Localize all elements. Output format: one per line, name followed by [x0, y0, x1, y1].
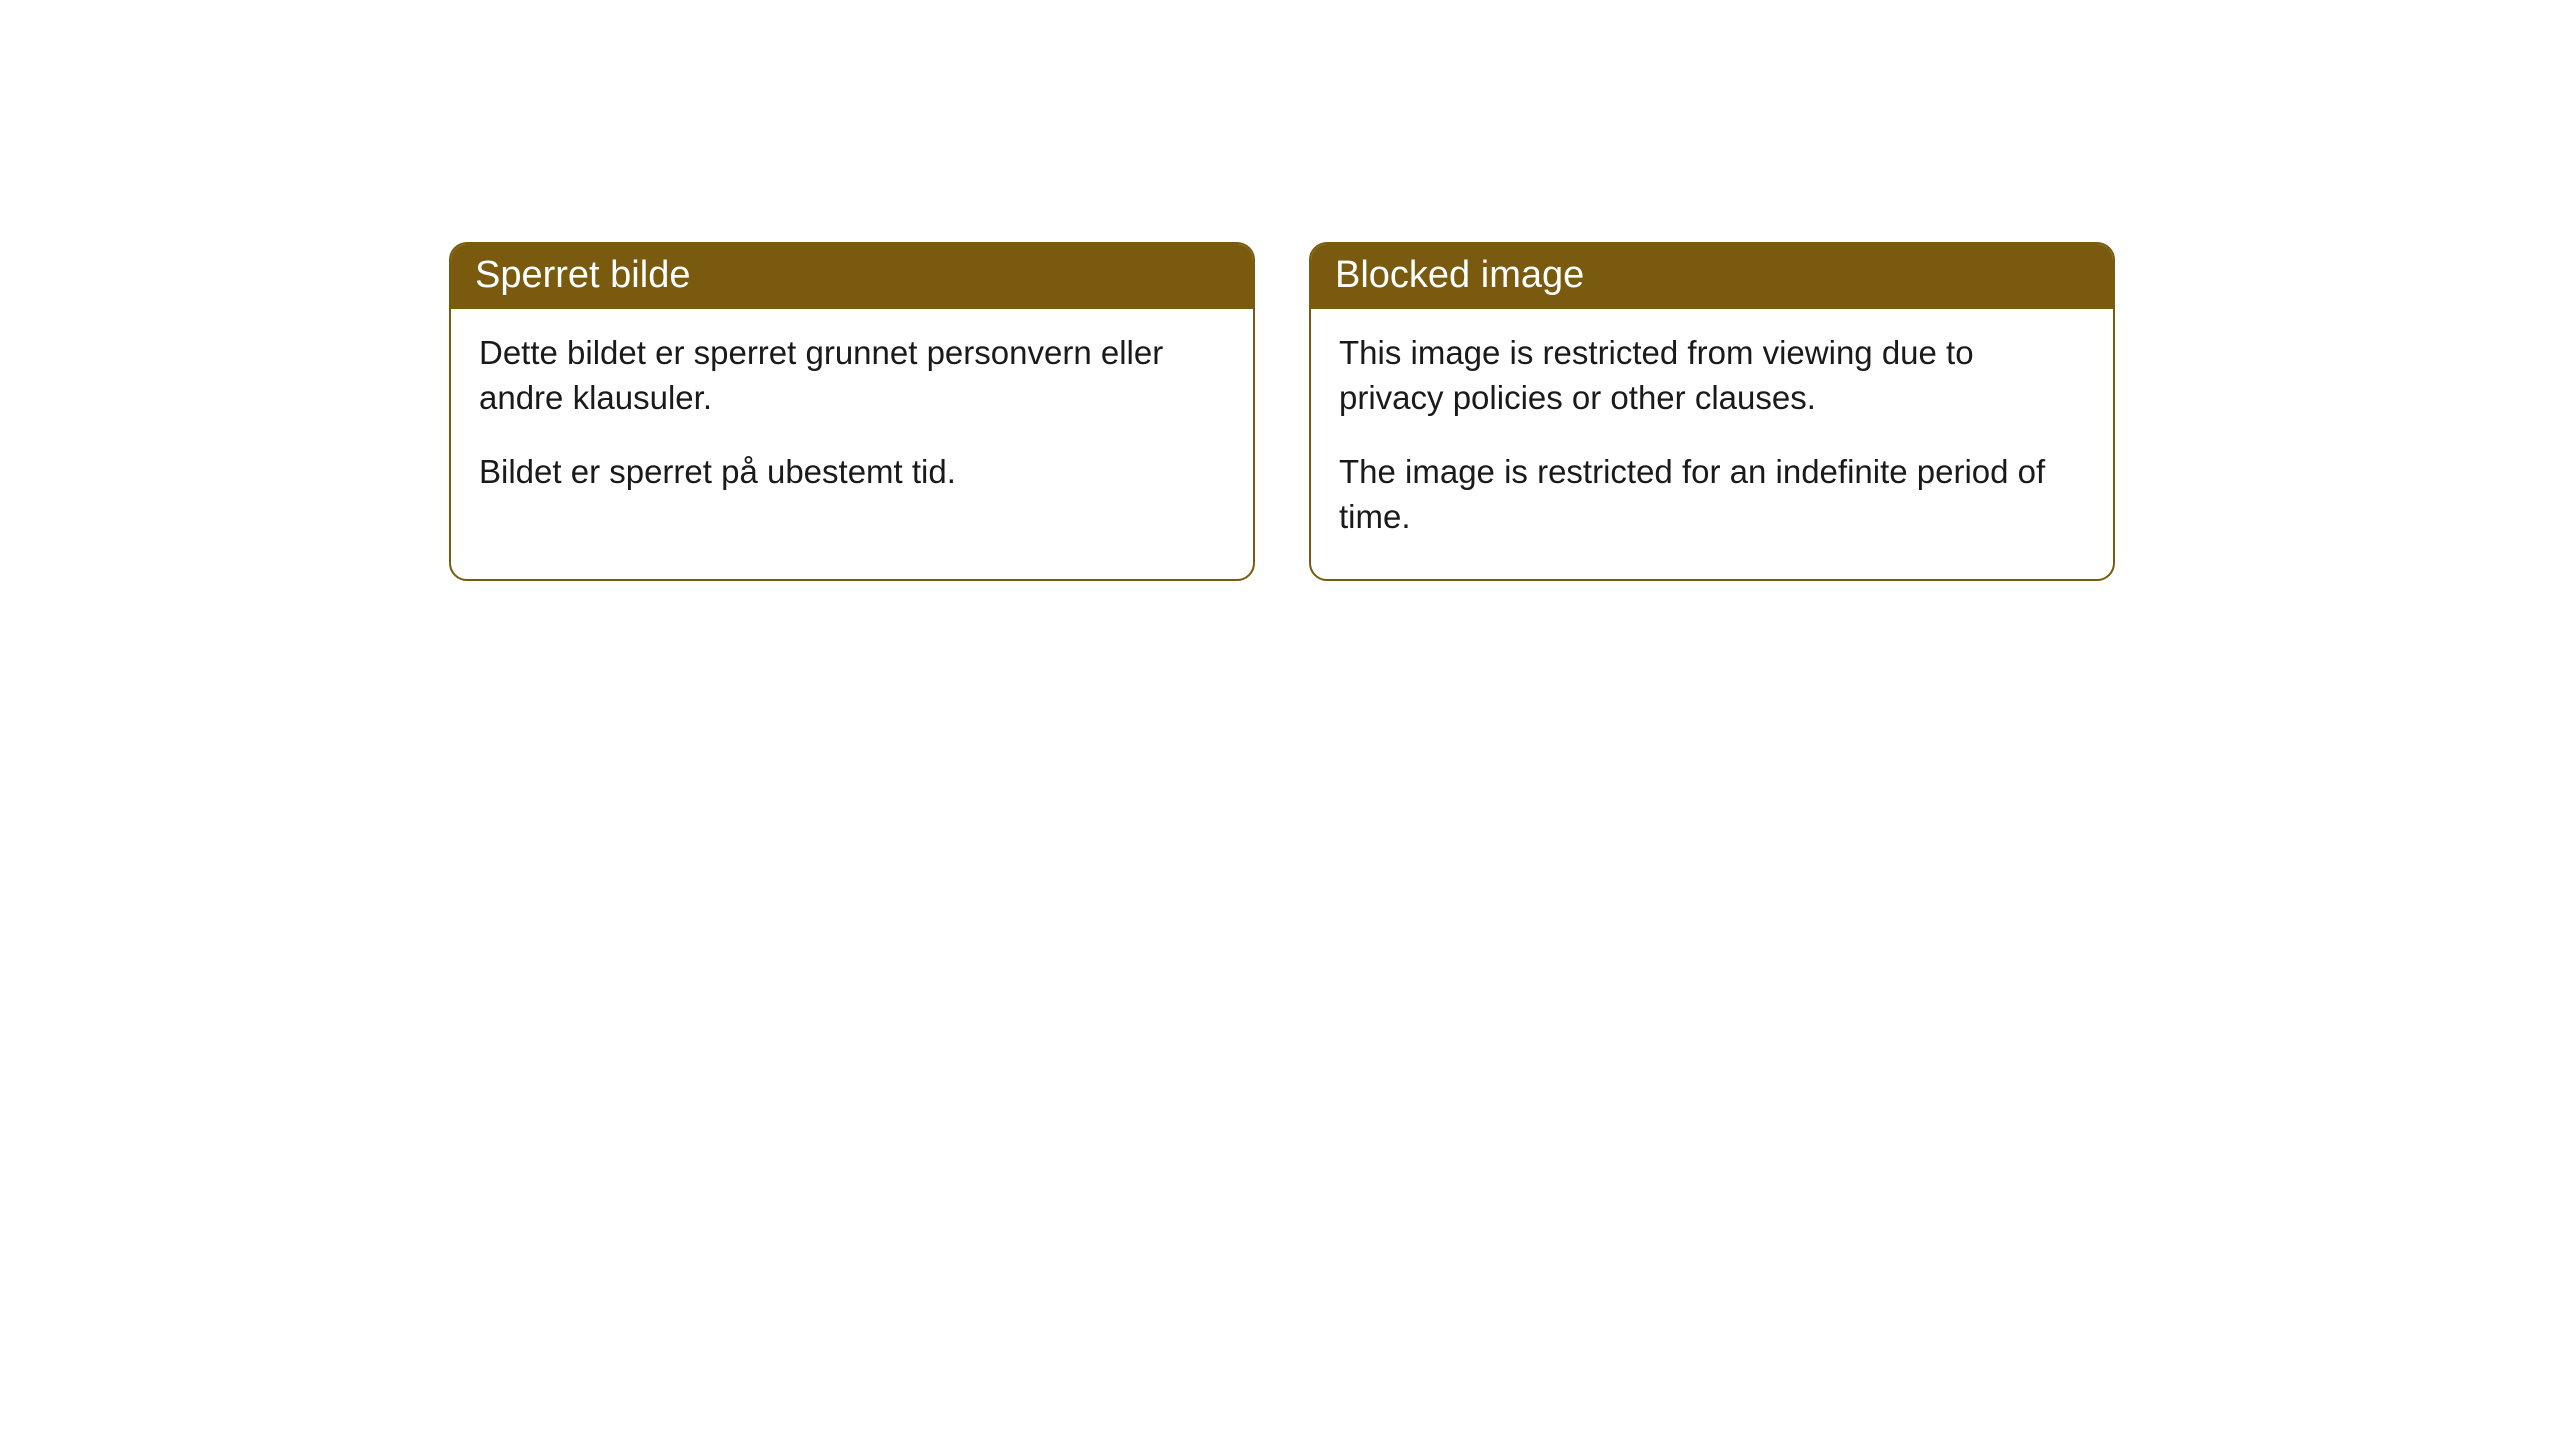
card-header-norwegian: Sperret bilde — [451, 244, 1253, 309]
notice-cards-container: Sperret bilde Dette bildet er sperret gr… — [0, 0, 2560, 581]
card-paragraph-1: Dette bildet er sperret grunnet personve… — [479, 331, 1225, 420]
card-paragraph-2: The image is restricted for an indefinit… — [1339, 450, 2085, 539]
card-title: Sperret bilde — [475, 254, 690, 296]
blocked-image-card-english: Blocked image This image is restricted f… — [1309, 242, 2115, 581]
card-body-english: This image is restricted from viewing du… — [1311, 309, 2113, 579]
card-title: Blocked image — [1335, 254, 1584, 296]
blocked-image-card-norwegian: Sperret bilde Dette bildet er sperret gr… — [449, 242, 1255, 581]
card-body-norwegian: Dette bildet er sperret grunnet personve… — [451, 309, 1253, 535]
card-paragraph-2: Bildet er sperret på ubestemt tid. — [479, 450, 1225, 495]
card-header-english: Blocked image — [1311, 244, 2113, 309]
card-paragraph-1: This image is restricted from viewing du… — [1339, 331, 2085, 420]
